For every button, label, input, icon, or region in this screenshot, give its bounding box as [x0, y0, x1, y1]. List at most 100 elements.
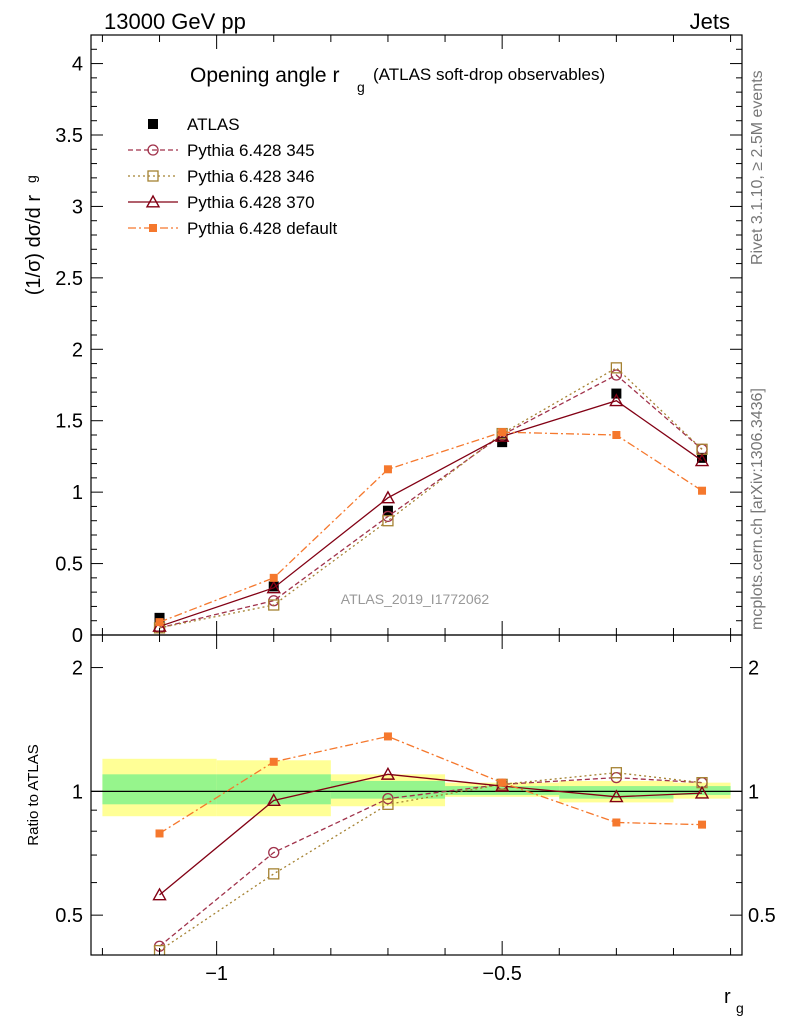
- ratio-point-pdef-2: [383, 732, 392, 741]
- legend: ATLAS Pythia 6.428 345 Pythia 6.428 346 Pyt…: [128, 115, 338, 238]
- legend-marker-p345: [147, 144, 159, 156]
- svg-text:Opening angle r: Opening angle r: [190, 64, 339, 87]
- ratio-point-p370-1: [266, 793, 281, 807]
- ratio-point-p370-2: [380, 766, 396, 780]
- main-title-text: Opening angle r: [190, 64, 339, 87]
- x-axis-label-subscript: g: [736, 1000, 744, 1016]
- main-point-atlas-5: [697, 452, 708, 463]
- ratio-panel-frame: [90, 634, 743, 956]
- main-line-pdef: [159, 431, 703, 623]
- main-series-p370: [152, 393, 710, 632]
- main-point-pdef-0: [155, 618, 164, 627]
- legend-label-atlas: ATLAS: [187, 115, 240, 134]
- ratio-point-p346-0: [153, 944, 166, 955]
- main-point-p345-4: [610, 369, 623, 381]
- main-series-atlas: [154, 388, 708, 623]
- ratio-point-pdef-1: [269, 757, 278, 766]
- x-tick-label: −1: [205, 963, 228, 985]
- ratio-point-p370-0: [152, 887, 167, 901]
- ratio-point-p370-5: [694, 785, 710, 799]
- ratio-ytick-label: 1: [72, 781, 83, 803]
- legend-label-p345: Pythia 6.428 345: [187, 141, 315, 160]
- main-ytick-label: 3.5: [55, 125, 83, 147]
- ratio-point-p346-1: [268, 868, 280, 880]
- ratio-line-p345: [159, 776, 703, 947]
- legend-marker-p346: [147, 170, 159, 182]
- ratio-ytick-label-right: 2: [748, 658, 759, 680]
- main-point-atlas-1: [268, 581, 279, 592]
- main-point-pdef-3: [498, 428, 507, 437]
- legend-item-p345: Pythia 6.428 345: [128, 141, 315, 160]
- ratio-point-p370-4: [609, 789, 624, 803]
- ratio-band-inner-1: [216, 774, 331, 805]
- side-label-mcplots: mcplots.cern.ch [arXiv:1306.3436]: [749, 388, 766, 630]
- ratio-ylabel: Ratio to ATLAS: [25, 744, 42, 845]
- main-series-pdef: [155, 428, 707, 627]
- ratio-ytick-label-right: 0.5: [748, 905, 776, 927]
- main-line-p346: [159, 367, 703, 629]
- main-ylabel-subscript: g: [23, 175, 39, 183]
- main-ytick-label: 0: [72, 625, 83, 647]
- ratio-point-pdef-4: [612, 818, 621, 827]
- main-ytick-label: 4: [72, 54, 83, 76]
- main-point-pdef-2: [383, 465, 392, 474]
- main-point-p370-2: [380, 490, 396, 504]
- main-point-p370-5: [694, 453, 710, 467]
- main-ytick-label: 2.5: [55, 268, 83, 290]
- main-point-atlas-3: [497, 437, 508, 448]
- main-title: Opening angle r g (ATLAS soft-drop obser…: [190, 64, 605, 95]
- main-line-p345: [159, 374, 703, 629]
- ratio-point-p346-2: [382, 798, 394, 810]
- ratio-panel-series-layer: [152, 732, 710, 955]
- main-ytick-label: 3: [72, 196, 83, 218]
- main-point-pdef-4: [612, 431, 621, 439]
- x-axis-label: r g: [724, 986, 744, 1016]
- main-ytick-label: 1.5: [55, 411, 83, 433]
- legend-item-p346: Pythia 6.428 346: [128, 167, 315, 186]
- ratio-panel-ticks: 0.5 0.5 1 1 2 2 −1 −0.5: [55, 35, 776, 985]
- ratio-point-p345-2: [382, 792, 394, 805]
- legend-label-pdef: Pythia 6.428 default: [187, 219, 338, 238]
- main-point-atlas-2: [382, 505, 393, 516]
- legend-label-p346: Pythia 6.428 346: [187, 167, 315, 186]
- x-axis-label-text: r: [724, 986, 731, 1008]
- ratio-panel-band-layer: [91, 758, 742, 817]
- main-panel-ticks: 0 0.5 1 1.5 2 2.5 3 3.5 4: [55, 34, 742, 647]
- legend-marker-atlas: [148, 119, 158, 129]
- ratio-band-inner-0: [102, 774, 217, 805]
- main-ytick-label: 2: [72, 339, 83, 361]
- ratio-band-inner-5: [673, 786, 731, 795]
- legend-item-atlas: ATLAS: [148, 115, 240, 134]
- legend-label-p370: Pythia 6.428 370: [187, 193, 315, 212]
- main-ylabel: (1/σ) dσ/d r g: [23, 175, 45, 295]
- main-point-atlas-0: [154, 612, 165, 623]
- main-point-p370-4: [609, 393, 624, 407]
- main-point-pdef-5: [698, 486, 707, 495]
- header-left: 13000 GeV pp: [104, 9, 246, 34]
- ratio-point-p346-4: [610, 767, 623, 779]
- main-ytick-label: 0.5: [55, 554, 83, 576]
- ratio-series-p370: [152, 766, 710, 901]
- main-title-subscript: g: [357, 79, 365, 95]
- ratio-point-pdef-3: [498, 778, 507, 787]
- legend-marker-p370: [145, 194, 161, 208]
- main-point-p346-1: [268, 599, 280, 611]
- main-ylabel-text: (1/σ) dσ/d r: [23, 195, 45, 296]
- ratio-point-p345-1: [268, 846, 280, 859]
- ratio-ytick-label: 2: [72, 658, 83, 680]
- header-right: Jets: [690, 9, 730, 34]
- ratio-line-p346: [159, 772, 703, 952]
- main-point-p370-1: [266, 580, 281, 594]
- ratio-point-pdef-0: [155, 829, 164, 838]
- ratio-series-pdef: [155, 732, 707, 838]
- main-point-p346-2: [382, 515, 394, 527]
- main-point-pdef-1: [269, 573, 278, 582]
- legend-item-pdef: Pythia 6.428 default: [128, 219, 338, 238]
- main-ytick-label: 1: [72, 482, 83, 504]
- ratio-line-p370: [159, 773, 703, 896]
- main-line-p370: [159, 399, 703, 628]
- ratio-ytick-label: 0.5: [55, 905, 83, 927]
- side-label-rivet: Rivet 3.1.10, ≥ 2.5M events: [749, 70, 766, 265]
- ratio-line-pdef: [159, 735, 703, 835]
